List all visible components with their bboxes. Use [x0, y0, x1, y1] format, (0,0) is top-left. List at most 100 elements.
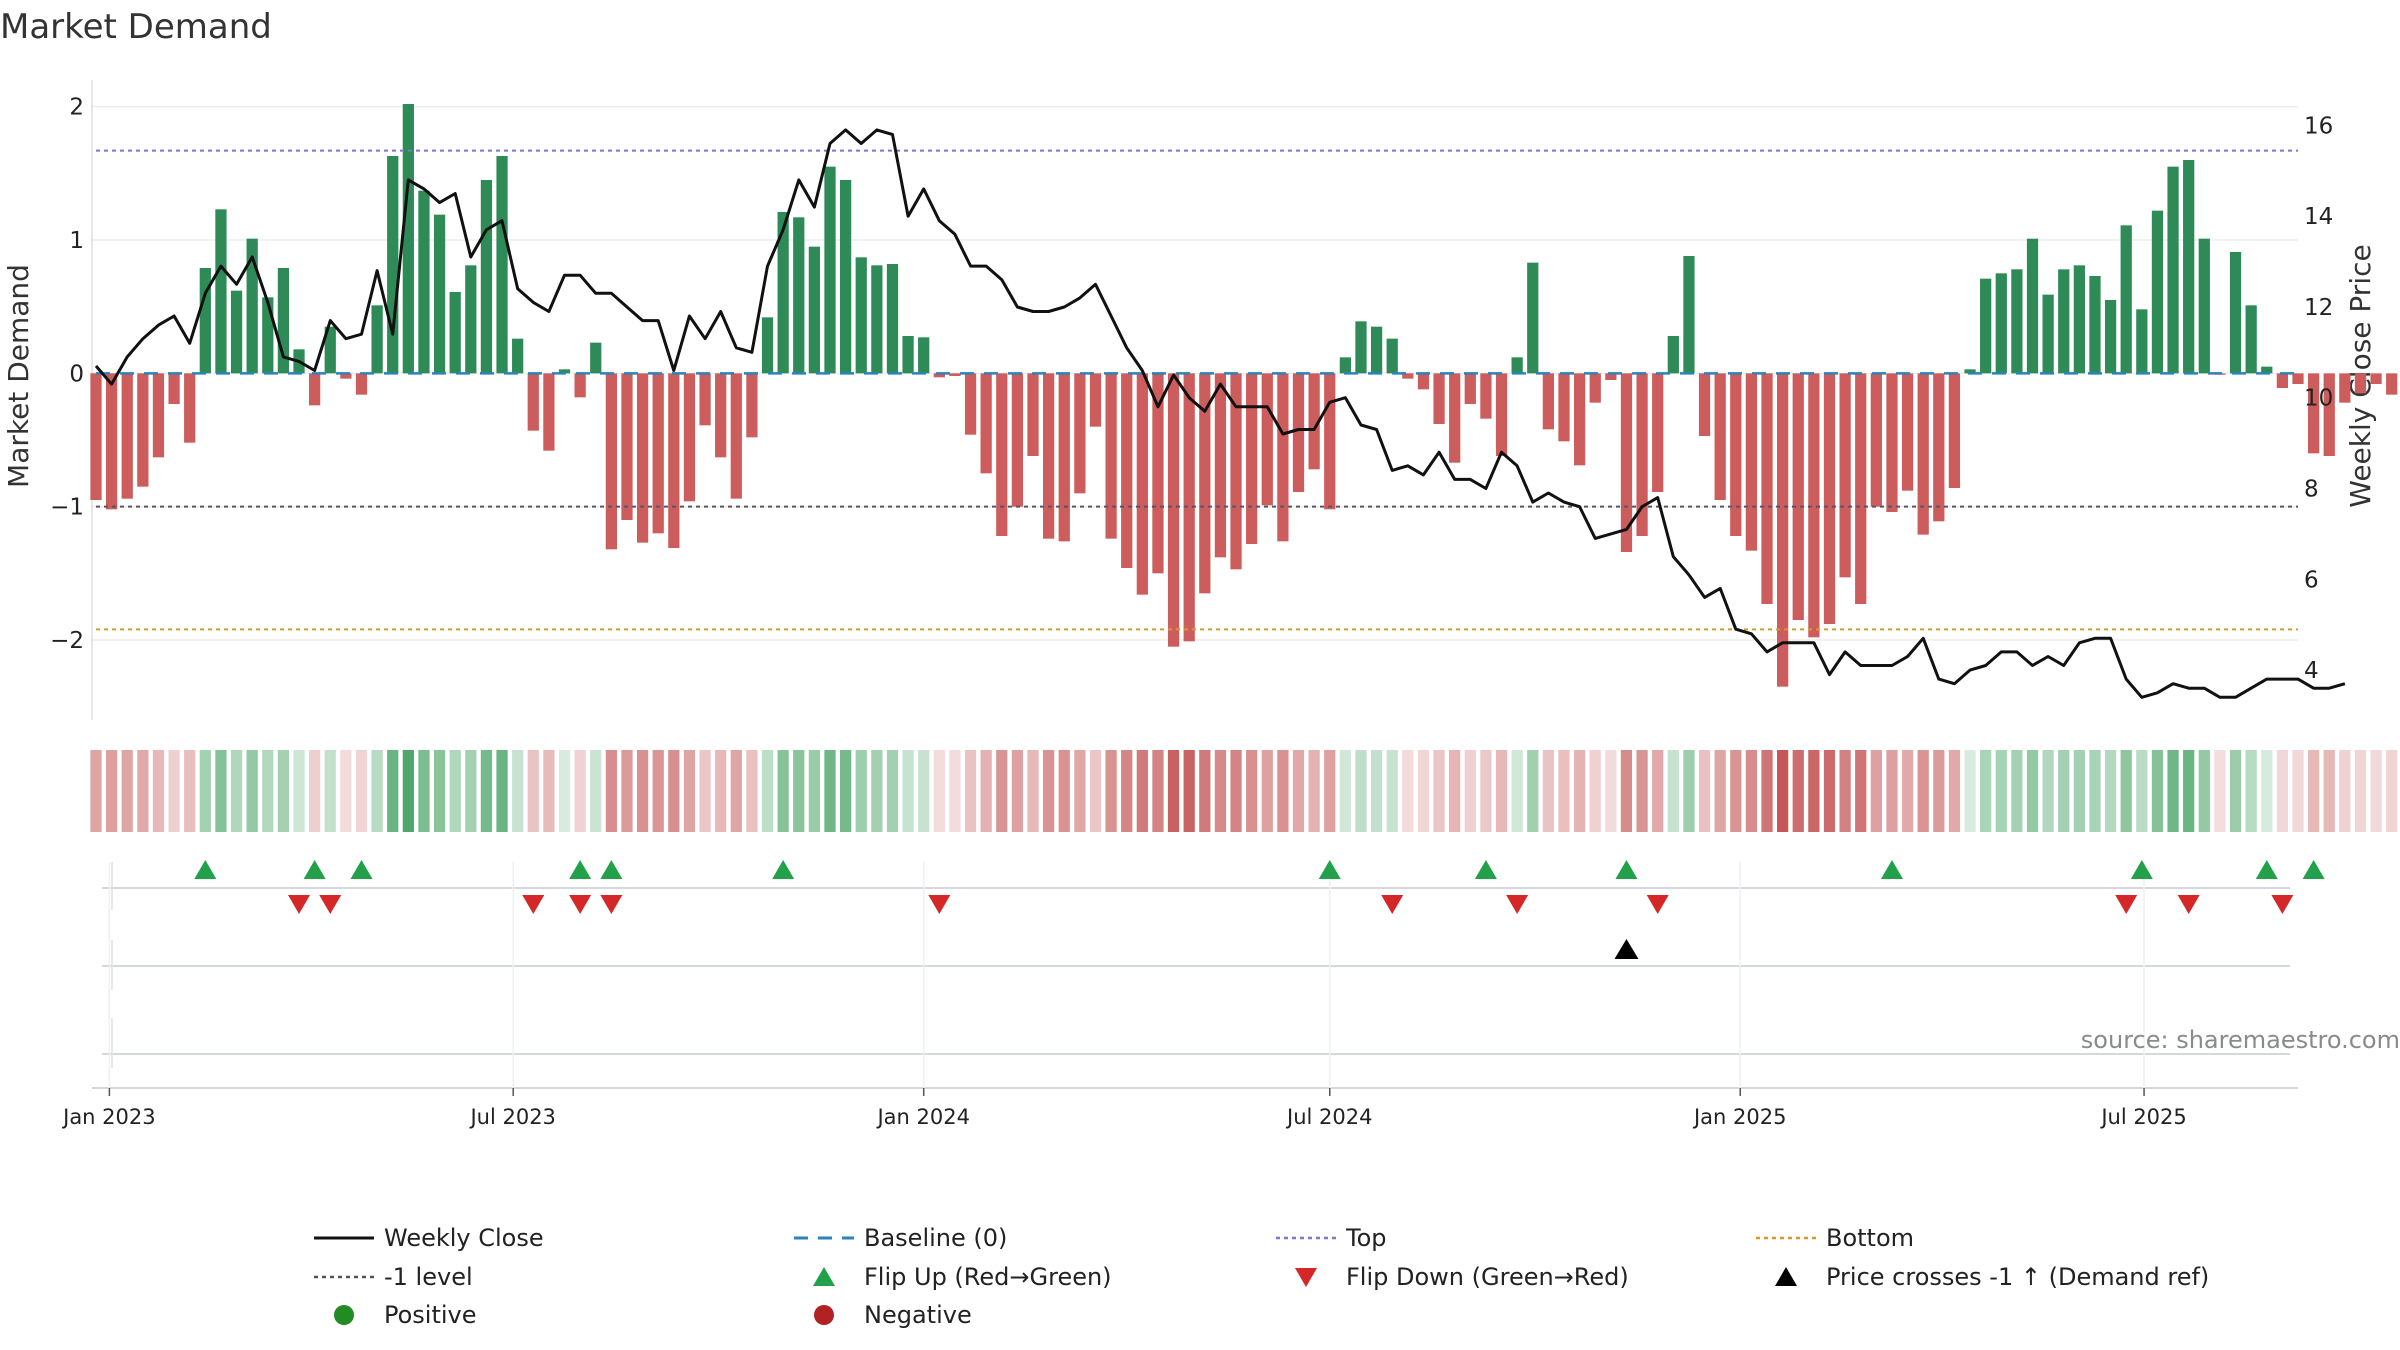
negative-bar [1542, 373, 1555, 430]
negative-bar [1230, 373, 1242, 570]
heat-cell [668, 750, 680, 832]
positive-bar [1527, 262, 1539, 374]
negative-bar [105, 373, 118, 510]
heat-cell [277, 750, 290, 832]
positive-bar [1995, 273, 2007, 374]
legend-item: Weekly Close [314, 1224, 544, 1252]
heat-cell [2198, 750, 2210, 832]
negative-bar [2339, 373, 2351, 403]
negative-bar [1480, 373, 1492, 419]
grid-lines [91, 80, 2298, 720]
heat-cell [1933, 750, 1945, 832]
positive-bar [433, 214, 446, 374]
legend-label: -1 level [384, 1263, 473, 1291]
legend-label: Flip Up (Red→Green) [864, 1263, 1112, 1291]
negative-bar [1292, 373, 1305, 492]
heat-cell [2323, 750, 2335, 832]
negative-bar [1777, 373, 1789, 687]
negative-bar [1573, 373, 1586, 466]
left-tick-label: −1 [50, 495, 84, 521]
negative-bar [2276, 373, 2289, 388]
flip-down-marker [288, 895, 311, 914]
heat-cell [1449, 750, 1461, 832]
positive-bar [2229, 252, 2242, 374]
positive-bar [1339, 357, 1351, 374]
heat-cell [1011, 750, 1024, 832]
heat-cell [340, 750, 352, 832]
negative-bar [2370, 373, 2382, 384]
heat-cell [730, 750, 742, 832]
legend-swatch-marker [1295, 1268, 1317, 1287]
flip-up-marker [772, 860, 795, 879]
legend-item: Flip Down (Green→Red) [1295, 1263, 1629, 1291]
heat-cell [496, 750, 508, 832]
heat-cell [652, 750, 664, 832]
positive-bar [449, 292, 461, 374]
legend-swatch-marker [1775, 1267, 1797, 1286]
right-tick-label: 12 [2304, 295, 2333, 321]
heat-cell [2120, 750, 2132, 832]
heat-cell [1901, 750, 1914, 832]
negative-bar [1792, 373, 1804, 620]
negative-bar [137, 373, 149, 487]
heat-cell [1183, 750, 1195, 832]
heat-cell [152, 750, 165, 832]
heat-cell [1605, 750, 1617, 832]
heat-cell [1573, 750, 1586, 832]
negative-bar [1636, 373, 1648, 536]
legend-item: Negative [814, 1301, 972, 1329]
heat-cell [1464, 750, 1476, 832]
negative-bar [730, 373, 742, 499]
heat-cell [558, 750, 571, 832]
positive-bar [2058, 269, 2070, 374]
heat-cell [1667, 750, 1679, 832]
heat-cell [1698, 750, 1711, 832]
heat-cell [1152, 750, 1164, 832]
heat-cell [1745, 750, 1758, 832]
positive-bar [2042, 294, 2054, 374]
heat-cell [1527, 750, 1539, 832]
positive-bar [886, 264, 899, 374]
positive-bar [2167, 166, 2179, 374]
legend-item: Flip Up (Red→Green) [813, 1263, 1112, 1291]
negative-bar [1901, 373, 1914, 491]
heat-cell [1292, 750, 1305, 832]
positive-bar [512, 338, 524, 374]
positive-bar [590, 342, 602, 374]
right-axis-ticks: 16 14 12 10 8 6 4 [2304, 113, 2333, 684]
signal-markers [194, 860, 2325, 959]
flip-up-marker [2302, 860, 2325, 879]
negative-bar [2386, 373, 2398, 395]
flip-down-marker [319, 895, 342, 914]
heat-cell [1652, 750, 1664, 832]
heat-cell [324, 750, 336, 832]
heat-cell [1136, 750, 1148, 832]
heat-cell [2261, 750, 2273, 832]
positive-bar [2136, 309, 2148, 374]
negative-bar [1870, 373, 1882, 507]
positive-bar [2089, 276, 2101, 374]
heat-cell [590, 750, 602, 832]
heat-cell [1058, 750, 1070, 832]
negative-bar [1089, 373, 1102, 427]
heat-cell [512, 750, 524, 832]
legend-label: Baseline (0) [864, 1224, 1007, 1252]
negative-bar [184, 373, 196, 443]
flip-down-marker [2271, 895, 2294, 914]
heat-cell [262, 750, 274, 832]
positive-bar [215, 209, 227, 374]
flip-down-marker [600, 895, 623, 914]
heat-cell [808, 750, 821, 832]
flip-up-marker [2130, 860, 2153, 879]
positive-bar [902, 336, 914, 374]
right-tick-label: 8 [2304, 477, 2319, 503]
heat-cell [402, 750, 414, 832]
heat-cell [1761, 750, 1773, 832]
heat-cell [387, 750, 399, 832]
price-cross-marker [1614, 939, 1639, 959]
negative-bar [1855, 373, 1867, 604]
negative-bar [1433, 373, 1445, 424]
positive-bar [1964, 369, 1976, 374]
right-tick-label: 16 [2304, 113, 2333, 139]
heat-cell [1542, 750, 1555, 832]
